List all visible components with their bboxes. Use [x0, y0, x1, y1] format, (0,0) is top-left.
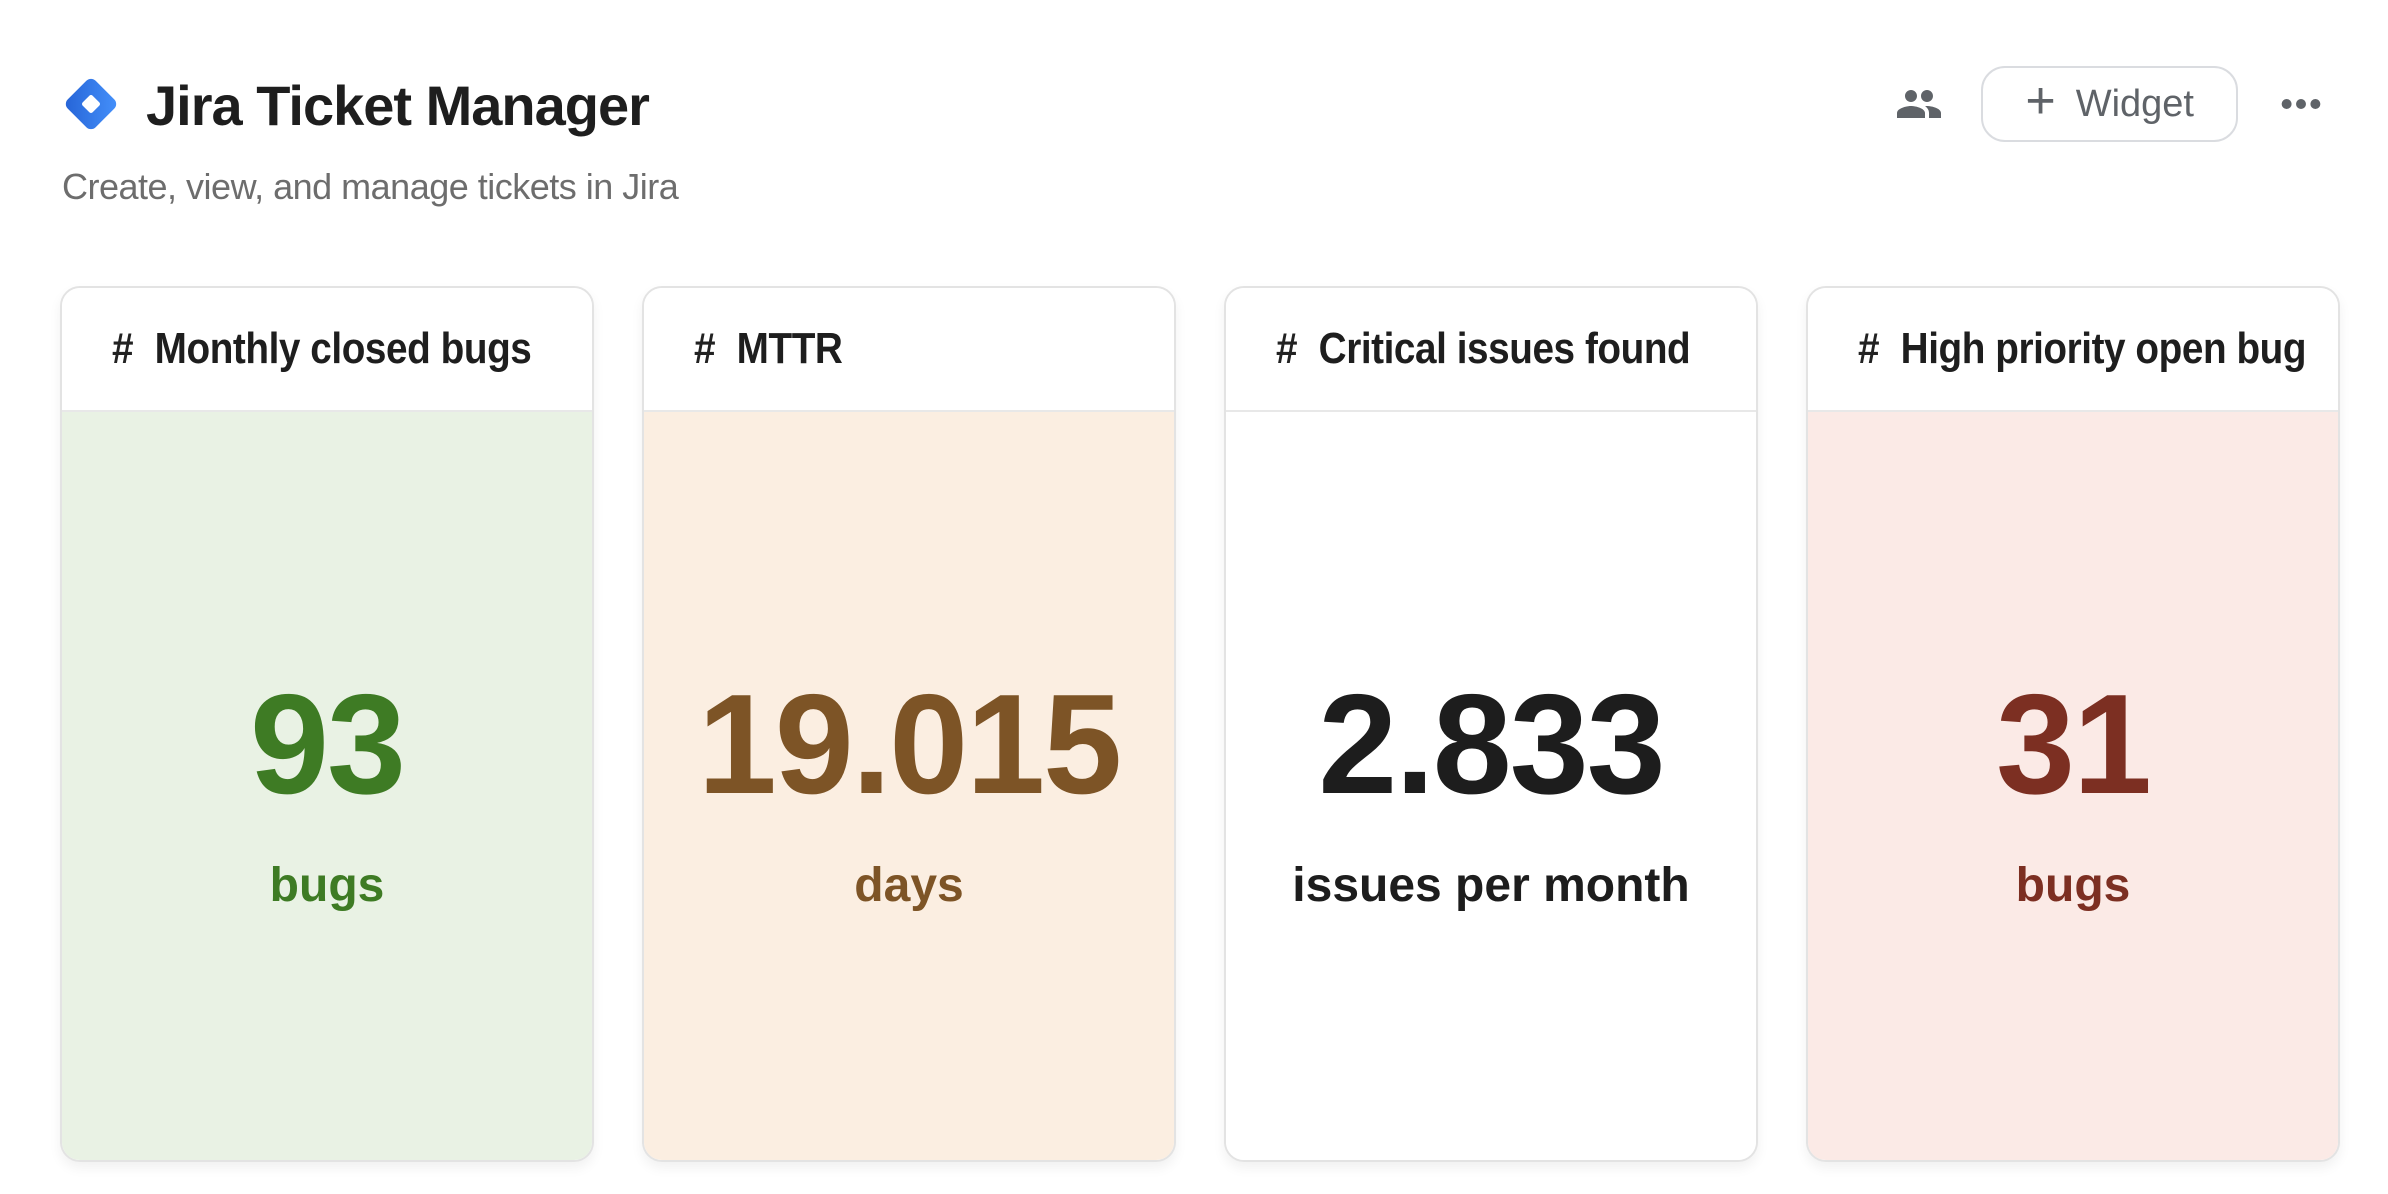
metric-card-critical-issues[interactable]: # Critical issues found 2.833 issues per…: [1224, 286, 1758, 1162]
metric-value: 2.833: [1318, 664, 1665, 824]
number-widget-icon: #: [112, 324, 134, 373]
card-header-inner: # Critical issues found: [1276, 324, 1691, 374]
metric-value: 93: [250, 664, 406, 824]
card-body: 93 bugs: [62, 412, 592, 1160]
card-header: # Monthly closed bugs: [62, 288, 592, 412]
card-header: # MTTR: [644, 288, 1174, 412]
card-body: 19.015 days: [644, 412, 1174, 1160]
metric-card-mttr[interactable]: # MTTR 19.015 days: [642, 286, 1176, 1162]
header-actions: + Widget: [1895, 66, 2324, 142]
number-widget-icon: #: [694, 324, 716, 373]
card-title: High priority open bug: [1900, 324, 2307, 373]
title-row: Jira Ticket Manager: [60, 72, 2340, 138]
page-subtitle: Create, view, and manage tickets in Jira: [62, 166, 679, 207]
card-header: # High priority open bug: [1808, 288, 2338, 412]
metric-unit: bugs: [2015, 858, 2131, 912]
add-widget-label: Widget: [2075, 82, 2194, 125]
metric-cards-row: # Monthly closed bugs 93 bugs # MTTR 19.…: [0, 286, 2388, 1162]
metric-unit: bugs: [269, 858, 385, 912]
jira-logo-icon: [60, 73, 122, 137]
metric-card-monthly-closed-bugs[interactable]: # Monthly closed bugs 93 bugs: [60, 286, 594, 1162]
metric-value: 31: [1996, 664, 2152, 824]
card-title: Monthly closed bugs: [154, 324, 532, 373]
number-widget-icon: #: [1276, 324, 1298, 373]
plus-icon: +: [2025, 72, 2056, 130]
number-widget-icon: #: [1858, 324, 1880, 373]
card-title: MTTR: [736, 324, 843, 373]
card-title: Critical issues found: [1318, 324, 1691, 373]
card-body: 31 bugs: [1808, 412, 2338, 1160]
metric-card-high-priority-open-bugs[interactable]: # High priority open bug 31 bugs: [1806, 286, 2340, 1162]
metric-unit: days: [854, 858, 964, 912]
card-header-inner: # Monthly closed bugs: [112, 324, 532, 374]
page-header: Jira Ticket Manager Create, view, and ma…: [0, 0, 2388, 208]
people-icon[interactable]: [1895, 80, 1943, 128]
card-header-inner: # MTTR: [694, 324, 843, 374]
card-header-inner: # High priority open bug: [1858, 324, 2307, 374]
metric-unit: issues per month: [1292, 858, 1690, 912]
ellipsis-icon[interactable]: [2278, 81, 2324, 127]
card-body: 2.833 issues per month: [1226, 412, 1756, 1160]
card-header: # Critical issues found: [1226, 288, 1756, 412]
metric-value: 19.015: [697, 664, 1122, 824]
add-widget-button[interactable]: + Widget: [1981, 66, 2238, 142]
page-title: Jira Ticket Manager: [146, 73, 650, 137]
